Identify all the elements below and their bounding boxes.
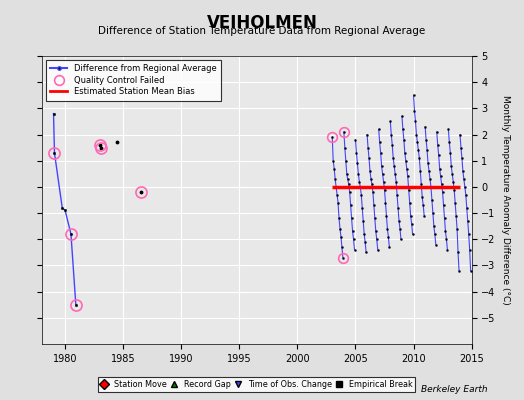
Y-axis label: Monthly Temperature Anomaly Difference (°C): Monthly Temperature Anomaly Difference (… [501,95,510,305]
Legend: Difference from Regional Average, Quality Control Failed, Estimated Station Mean: Difference from Regional Average, Qualit… [46,60,221,100]
Text: Berkeley Earth: Berkeley Earth [421,385,487,394]
Text: Difference of Station Temperature Data from Regional Average: Difference of Station Temperature Data f… [99,26,425,36]
Legend: Station Move, Record Gap, Time of Obs. Change, Empirical Break: Station Move, Record Gap, Time of Obs. C… [98,376,416,392]
Text: VEIHOLMEN: VEIHOLMEN [206,14,318,32]
